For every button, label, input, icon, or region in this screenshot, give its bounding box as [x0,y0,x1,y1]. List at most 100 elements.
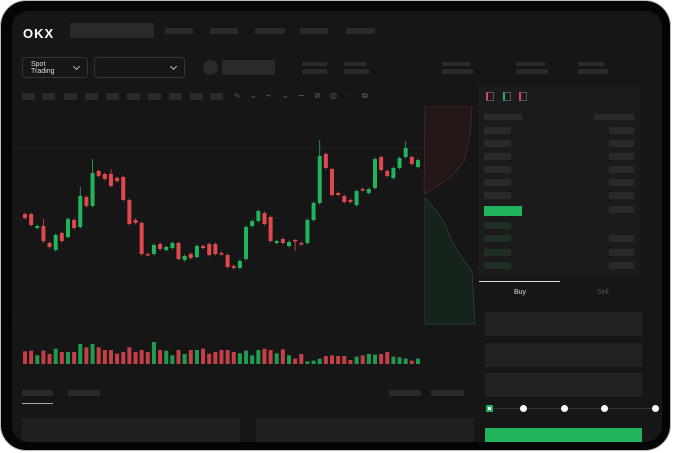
timeframe-button[interactable] [106,93,119,100]
amount-slider[interactable] [490,408,658,409]
slider-step[interactable] [601,405,608,412]
stat-label [302,62,327,66]
candle-body [176,243,181,259]
pair-dropdown[interactable] [94,57,185,78]
candle-body [379,157,384,170]
timeframe-button[interactable] [42,93,55,100]
volume-bar [280,349,285,364]
amount-input[interactable] [485,343,642,367]
orderbook-buy-icon[interactable] [503,92,511,101]
timeframe-button[interactable] [148,93,161,100]
chart-tool-icon[interactable]: ∼ [298,91,305,100]
chart-tool-icon[interactable]: ∿ [234,91,241,100]
search-placeholder[interactable] [70,23,154,38]
tab-history[interactable] [68,390,100,396]
nav-item[interactable] [210,28,238,34]
volume-bar [108,350,113,364]
candle-body [158,244,163,249]
trading-screen: OKX Spot Trading Buy Sell ∿ ⌄ ⌁ ⌄ ∼ ⊘ ◎ ◌ ⧉ [12,11,662,442]
stat-value [442,69,473,74]
chart-tool-icon[interactable]: ⧉ [362,91,368,100]
chart-tool-icon[interactable]: ⊘ [314,91,321,100]
chart-tool-icon[interactable]: ⌄ [250,91,257,100]
candle-body [256,211,261,221]
volume-bar [372,354,377,364]
slider-handle[interactable] [486,405,493,412]
slider-step[interactable] [520,405,527,412]
price-input[interactable] [485,312,642,336]
ask-price [484,153,511,160]
spot-trading-dropdown[interactable]: Spot Trading [22,57,88,78]
ask-amount [609,179,634,186]
chart-tool-icon[interactable]: ⌄ [282,91,289,100]
total-input[interactable] [485,373,642,397]
timeframe-button[interactable] [64,93,77,100]
candle-body [409,157,414,164]
candle-body [151,245,156,254]
volume-bar [151,342,156,364]
ask-price [484,140,511,147]
candle-body [47,243,52,247]
volume-bar [391,356,396,364]
slider-step[interactable] [561,405,568,412]
volume-bar [336,356,341,364]
candle-body [121,177,126,200]
candle-body [287,242,292,246]
stat-value [344,69,369,74]
slider-step[interactable] [652,405,659,412]
candle-body [194,246,199,257]
nav-item[interactable] [300,28,328,34]
candle-body [348,200,353,202]
bid-price [484,222,511,229]
volume-bar [188,350,193,364]
candle-body [145,254,150,256]
nav-item[interactable] [346,28,375,34]
candle-body [415,160,420,167]
timeframe-button[interactable] [190,93,203,100]
timeframe-button[interactable] [85,93,98,100]
bottom-card [256,418,474,442]
volume-bar [287,355,292,364]
volume-bar [219,350,224,364]
candle-body [164,247,169,250]
timeframe-button[interactable] [127,93,140,100]
volume-bar [360,355,365,364]
nav-item[interactable] [255,28,285,34]
buy-tab[interactable]: Buy [514,289,527,296]
coin-icon [203,60,218,75]
candle-body [262,213,267,224]
volume-bar [194,350,199,364]
chevron-down-icon [169,62,178,70]
candle-body [366,189,371,193]
timeframe-button[interactable] [169,93,182,100]
volume-bar [323,356,328,364]
candle-body [72,220,77,228]
candlestick-chart[interactable] [12,106,477,371]
volume-bar [299,354,304,364]
timeframe-button[interactable] [210,93,223,100]
candle-body [268,217,273,241]
buy-button[interactable] [485,428,642,442]
tab-open-orders[interactable] [22,390,53,396]
chart-tool-icon[interactable]: ◎ [330,91,337,100]
volume-bar [96,347,101,364]
orderbook-both-icon[interactable] [486,92,494,101]
orderbook-sell-icon[interactable] [519,92,527,101]
filter-button[interactable] [389,390,421,396]
volume-bar [90,344,95,364]
volume-bar [225,350,230,364]
filter-button[interactable] [431,390,464,396]
candle-body [78,196,83,227]
volume-bar [139,350,144,364]
ask-amount [609,192,634,199]
chart-tool-icon[interactable]: ⌁ [266,91,271,100]
sell-tab[interactable]: Sell [597,289,609,296]
nav-item[interactable] [165,28,193,34]
volume-bar [250,355,255,364]
volume-bar [78,344,83,364]
ask-amount [609,140,634,147]
candle-body [53,235,58,250]
timeframe-button[interactable] [22,93,35,100]
candle-body [182,256,187,260]
chart-tool-icon[interactable]: ◌ [346,91,351,100]
